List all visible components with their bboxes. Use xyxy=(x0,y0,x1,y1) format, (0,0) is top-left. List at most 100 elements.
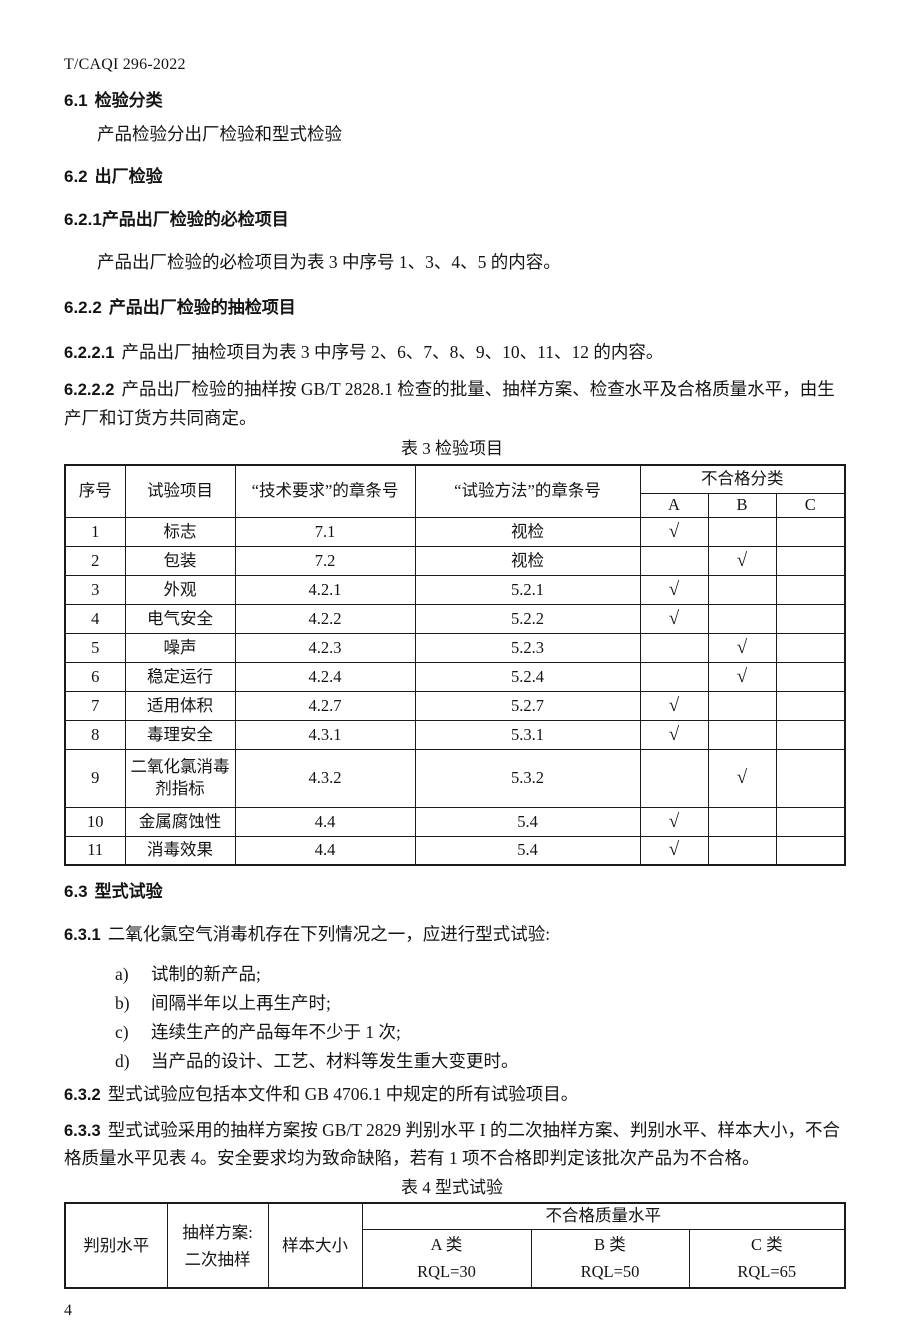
table4-caption: 表 4 型式试验 xyxy=(401,1178,503,1197)
cell-tech: 4.2.3 xyxy=(234,632,416,663)
heading-6-3: 6.3 型式试验 xyxy=(64,882,840,902)
clause-number: 6.3.2 xyxy=(64,1086,101,1104)
cell-class-a xyxy=(639,661,709,692)
cell-method: 5.4 xyxy=(414,806,641,837)
sampling-plan-line1: 抽样方案: xyxy=(182,1222,253,1242)
list-item: b) 间隔半年以上再生产时; xyxy=(64,989,840,1018)
cell-item: 标志 xyxy=(124,516,236,547)
table4-type-test: 判别水平 抽样方案: 二次抽样 样本大小 不合格质量水平 A 类 RQL=30 … xyxy=(64,1202,847,1289)
cell-seq: 10 xyxy=(64,806,126,837)
class-c-rql-value: RQL=65 xyxy=(737,1262,797,1282)
paragraph-6-2-1: 产品出厂检验的必检项目为表 3 中序号 1、3、4、5 的内容。 xyxy=(97,252,561,272)
table4-header-row-1: 判别水平 抽样方案: 二次抽样 样本大小 不合格质量水平 xyxy=(64,1202,846,1289)
clause-number: 6.3 xyxy=(64,882,88,901)
paragraph-6-1: 产品检验分出厂检验和型式检验 xyxy=(97,124,342,144)
paragraph-6-2-2-2: 6.2.2.2 产品出厂检验的抽样按 GB/T 2828.1 检查的批量、抽样方案… xyxy=(64,375,840,432)
clause-text: 产品出厂抽检项目为表 3 中序号 2、6、7、8、9、10、11、12 的内容。 xyxy=(121,342,664,362)
clause-text: 二氧化氯空气消毒机存在下列情况之一，应进行型式试验: xyxy=(107,924,551,944)
cell-class-c xyxy=(775,603,846,634)
cell-class-a: √ xyxy=(639,719,709,750)
cell-class-b xyxy=(707,690,777,721)
th-nonconformity-class: 不合格分类 xyxy=(639,464,846,494)
cell-class-c xyxy=(775,806,846,837)
cell-method: 视检 xyxy=(414,545,641,576)
th-sampling-plan: 抽样方案: 二次抽样 xyxy=(166,1202,269,1289)
cell-seq: 3 xyxy=(64,574,126,605)
clause-title: 产品出厂检验的抽检项目 xyxy=(108,298,296,317)
class-a-label: A 类 xyxy=(430,1235,463,1255)
table-row: 11 消毒效果 4.4 5.4 √ xyxy=(64,835,846,866)
th-class-b: B xyxy=(707,492,777,518)
th-class-a-rql: A 类 RQL=30 xyxy=(361,1228,532,1289)
table-row: 8 毒理安全 4.3.1 5.3.1 √ xyxy=(64,719,846,750)
table-row: 10 金属腐蚀性 4.4 5.4 √ xyxy=(64,806,846,837)
table3-inspection-items: 序号 试验项目 “技术要求”的章条号 “试验方法”的章条号 不合格分类 A B … xyxy=(64,464,847,866)
cell-class-a: √ xyxy=(639,806,709,837)
cell-seq: 11 xyxy=(64,835,126,866)
cell-tech: 4.4 xyxy=(234,806,416,837)
cell-method: 5.2.7 xyxy=(414,690,641,721)
cell-method: 视检 xyxy=(414,516,641,547)
cell-seq: 5 xyxy=(64,632,126,663)
page-number: 4 xyxy=(64,1302,72,1319)
cell-class-a: √ xyxy=(639,603,709,634)
clause-number: 6.1 xyxy=(64,91,88,110)
list-marker: a) xyxy=(115,964,129,984)
clause-title: 出厂检验 xyxy=(94,167,163,186)
cell-seq: 7 xyxy=(64,690,126,721)
cell-method: 5.3.2 xyxy=(414,748,641,808)
cell-seq: 6 xyxy=(64,661,126,692)
cell-class-b xyxy=(707,806,777,837)
paragraph-6-3-2: 6.3.2 型式试验应包括本文件和 GB 4706.1 中规定的所有试验项目。 xyxy=(64,1080,840,1109)
cell-class-a xyxy=(639,748,709,808)
clause-number: 6.3.1 xyxy=(64,926,101,944)
cell-class-b xyxy=(707,719,777,750)
th-item: 试验项目 xyxy=(124,464,236,518)
cell-class-c xyxy=(775,574,846,605)
th-nonconforming-quality-level: 不合格质量水平 xyxy=(361,1202,846,1230)
table-row: 1 标志 7.1 视检 √ xyxy=(64,516,846,547)
cell-class-c xyxy=(775,719,846,750)
table-row: 4 电气安全 4.2.2 5.2.2 √ xyxy=(64,603,846,634)
cell-class-b xyxy=(707,835,777,866)
th-class-c: C xyxy=(775,492,846,518)
th-tech: “技术要求”的章条号 xyxy=(234,464,416,518)
cell-item: 稳定运行 xyxy=(124,661,236,692)
cell-seq: 8 xyxy=(64,719,126,750)
cell-class-b xyxy=(707,516,777,547)
cell-item: 包装 xyxy=(124,545,236,576)
class-c-label: C 类 xyxy=(750,1235,783,1255)
cell-tech: 4.2.7 xyxy=(234,690,416,721)
cell-tech: 4.2.2 xyxy=(234,603,416,634)
class-b-rql-value: RQL=50 xyxy=(580,1262,640,1282)
table3-caption: 表 3 检验项目 xyxy=(401,439,503,458)
cell-item: 毒理安全 xyxy=(124,719,236,750)
cell-class-b xyxy=(707,603,777,634)
cell-class-c xyxy=(775,516,846,547)
clause-text: 型式试验应包括本文件和 GB 4706.1 中规定的所有试验项目。 xyxy=(107,1084,579,1104)
cell-class-c xyxy=(775,545,846,576)
cell-class-a xyxy=(639,545,709,576)
th-class-a: A xyxy=(639,492,709,518)
clause-text: 型式试验采用的抽样方案按 GB/T 2829 判别水平 I 的二次抽样方案、判别… xyxy=(64,1120,840,1168)
table3-header-row-1: 序号 试验项目 “技术要求”的章条号 “试验方法”的章条号 不合格分类 xyxy=(64,464,846,518)
cell-seq: 1 xyxy=(64,516,126,547)
cell-tech: 4.3.2 xyxy=(234,748,416,808)
cell-class-a: √ xyxy=(639,516,709,547)
clause-number: 6.2.1 xyxy=(64,210,102,229)
cell-item: 二氧化氯消毒剂指标 xyxy=(124,748,236,808)
list-text: 当产品的设计、工艺、材料等发生重大变更时。 xyxy=(151,1051,519,1071)
cell-method: 5.2.4 xyxy=(414,661,641,692)
list-item: a) 试制的新产品; xyxy=(64,960,840,989)
cell-class-b xyxy=(707,574,777,605)
cell-method: 5.2.1 xyxy=(414,574,641,605)
paragraph-6-2-2-1: 6.2.2.1 产品出厂抽检项目为表 3 中序号 2、6、7、8、9、10、11、… xyxy=(64,338,840,367)
cell-tech: 4.2.1 xyxy=(234,574,416,605)
cell-tech: 7.2 xyxy=(234,545,416,576)
doc-code-header: T/CAQI 296-2022 xyxy=(64,56,186,73)
clause-title: 产品出厂检验的必检项目 xyxy=(101,210,289,229)
cell-item: 适用体积 xyxy=(124,690,236,721)
cell-item: 电气安全 xyxy=(124,603,236,634)
heading-6-2-2: 6.2.2 产品出厂检验的抽检项目 xyxy=(64,298,840,318)
